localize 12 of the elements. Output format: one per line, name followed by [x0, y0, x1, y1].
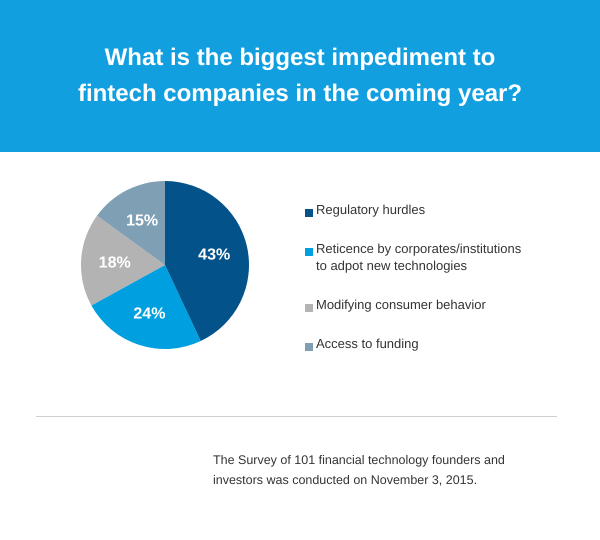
- pie-slice: [165, 181, 249, 342]
- legend-label: Access to funding: [316, 336, 419, 351]
- pie-slice: [81, 216, 165, 306]
- chart-title: What is the biggest impediment to fintech companies in the coming year?: [76, 43, 524, 109]
- legend-label: Reticence by corporates/institutions to adpot new technologies: [316, 241, 522, 273]
- text: The Survey of 101 financial technology founders and investors was conducted on November 3, 2015.: [213, 452, 506, 489]
- data-label: 43%: [198, 246, 230, 264]
- legend-label: Regulatory hurdles: [316, 202, 426, 217]
- data-label: 15%: [126, 212, 158, 230]
- legend-label: Modifying consumer behavior: [316, 297, 486, 312]
- data-label: 18%: [98, 254, 131, 272]
- data-label: 24%: [133, 306, 166, 323]
